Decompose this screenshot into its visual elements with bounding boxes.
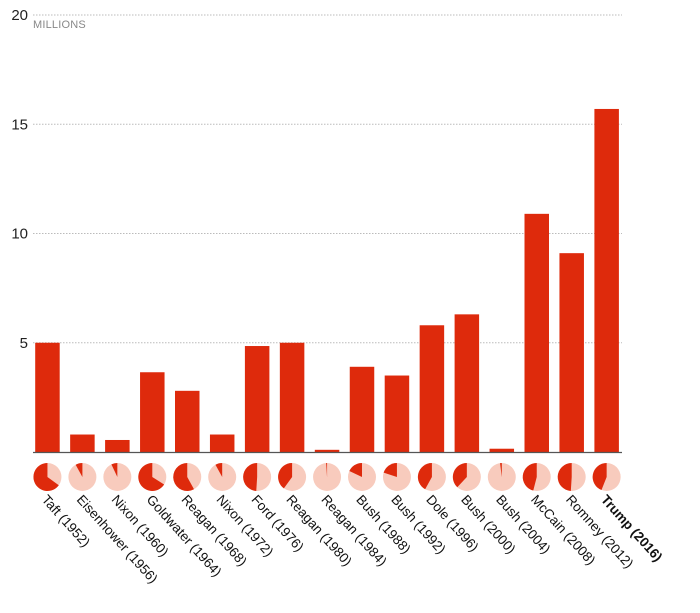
unit-label: MILLIONS [33,19,86,31]
pie-chart [138,463,167,492]
bar [244,346,270,452]
bar [279,342,305,452]
pie-slice [278,463,293,489]
pie-chart [557,463,586,491]
bar [209,434,235,452]
y-axis-ticks: 20 15 10 5 [11,7,28,352]
pie-slice [215,463,223,477]
pie-background [103,463,132,491]
bar [384,375,410,452]
pie-chart [522,463,551,491]
bar [105,439,130,452]
bar [175,390,200,452]
pie-chart [487,462,516,491]
bar [314,449,340,452]
pie-slice [33,463,59,492]
pie-slice [417,463,432,490]
pie-chart [103,463,132,491]
pie-chart [452,463,481,491]
bar [419,325,445,452]
pie-chart [243,463,272,491]
pie-slice [557,463,572,491]
pie-slice [349,463,362,477]
bar [559,253,584,452]
pie-slice [75,463,83,477]
pie-slice [500,462,502,477]
x-axis-labels: Taft (1952)Eisenhower (1956)Nixon (1960)… [39,492,666,586]
pie-slice [592,463,607,491]
pie-chart [348,463,376,491]
pie-chart [313,463,342,491]
bar [35,342,60,452]
pie-slice [173,463,194,491]
pie-slice [522,463,537,491]
bar [594,108,619,452]
bar [70,434,95,452]
y-tick-label: 15 [11,116,28,133]
y-tick-label: 5 [20,335,28,352]
pie-slice [138,463,165,492]
bars [35,108,619,452]
pie-slice [326,463,328,477]
pie-chart [173,463,202,491]
pie-chart [208,463,237,491]
pie-slice [111,463,118,477]
pie-chart [278,463,307,491]
pie-slice [452,463,467,488]
bar [140,372,165,452]
bar [524,213,549,452]
pie-chart [417,463,446,491]
y-tick-label: 20 [11,7,28,24]
gridlines [33,14,622,344]
pie-chart [382,463,411,491]
pie-chart [33,463,62,492]
pie-chart [592,463,621,491]
y-tick-label: 10 [11,226,28,243]
bar [489,448,515,452]
pies [33,462,621,492]
pie-slice [243,463,258,491]
bar [349,366,375,452]
bar [454,314,480,452]
pie-chart [68,463,97,491]
pie-slice [383,463,397,477]
